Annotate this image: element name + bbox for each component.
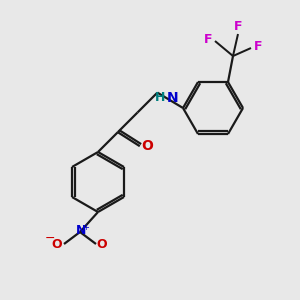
Text: N: N [76,224,86,238]
Text: O: O [97,238,107,250]
Text: N: N [167,91,179,104]
Text: F: F [254,40,262,52]
Text: O: O [52,238,62,250]
Text: −: − [45,232,55,244]
Text: H: H [155,91,165,104]
Text: F: F [204,32,212,46]
Text: +: + [82,223,89,232]
Text: O: O [141,139,153,153]
Text: F: F [234,20,242,32]
